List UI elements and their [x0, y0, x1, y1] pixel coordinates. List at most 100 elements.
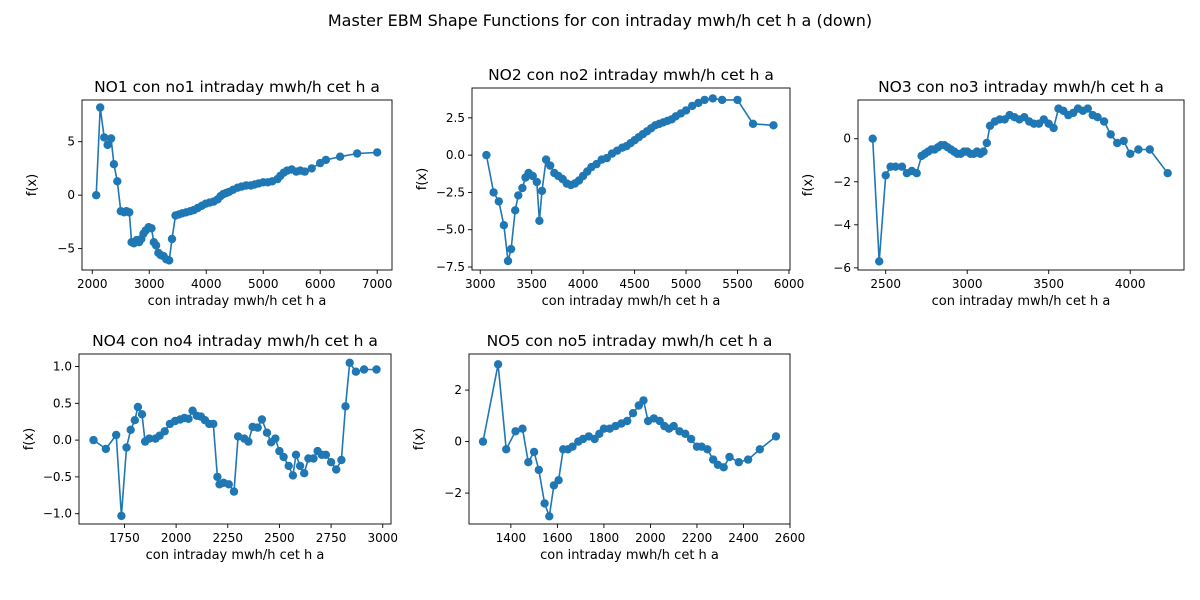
data-point	[133, 402, 143, 412]
y-tick-label: −5	[57, 242, 75, 256]
data-point	[229, 487, 239, 496]
data-point	[1083, 104, 1093, 113]
data-point	[309, 454, 318, 463]
x-tick-label: 2500	[264, 531, 295, 545]
y-tick-label: −2.5	[436, 185, 465, 199]
data-point	[755, 445, 764, 454]
data-point	[868, 134, 877, 143]
data-point	[122, 443, 131, 452]
subplot-5: NO5 con no5 intraday mwh/h cet h a 1400 16…	[412, 332, 805, 563]
y-tick-label: −2	[444, 486, 462, 500]
data-point	[1093, 113, 1102, 122]
data-point	[321, 155, 331, 165]
data-point	[743, 455, 753, 464]
axes-frame	[471, 87, 791, 271]
data-point	[1126, 149, 1135, 158]
data-point	[1134, 145, 1143, 154]
y-tick-label: 2	[454, 383, 462, 397]
y-tick-label: −0.5	[43, 470, 72, 484]
subplot-title: NO3 con no3 intraday mwh/h cet h a	[878, 78, 1164, 96]
x-tick-label: 7000	[362, 277, 393, 291]
data-point	[518, 183, 527, 193]
x-tick-label: 2500	[870, 277, 901, 291]
data-point	[534, 465, 543, 475]
x-tick-label: 2250	[212, 531, 243, 545]
data-point	[511, 427, 520, 436]
data-point	[165, 256, 174, 265]
data-point	[184, 414, 193, 423]
data-point	[1113, 138, 1122, 148]
data-point	[351, 367, 361, 376]
y-tick-label: −6	[833, 261, 851, 275]
data-point	[253, 423, 262, 432]
data-point	[719, 463, 728, 472]
y-axis-label: f(x)	[801, 174, 816, 196]
subplot-title: NO1 con no1 intraday mwh/h cet h a	[94, 78, 380, 96]
x-tick-label: 4000	[191, 277, 222, 291]
data-point	[109, 160, 119, 169]
data-point	[100, 133, 109, 142]
y-axis-label: f(x)	[415, 168, 430, 190]
x-axis-label: con intraday mwh/h cet h a	[148, 294, 327, 309]
data-point	[528, 171, 537, 181]
data-point	[503, 256, 513, 266]
data-point	[295, 461, 305, 471]
data-point	[284, 461, 293, 471]
data-point	[769, 121, 778, 130]
series-line	[871, 107, 1169, 263]
x-tick-label: 6000	[774, 277, 805, 291]
data-point	[703, 445, 712, 454]
subplot-title: NO5 con no5 intraday mwh/h cet h a	[487, 332, 773, 350]
data-point	[511, 206, 520, 215]
data-point	[686, 434, 696, 444]
data-point	[599, 424, 609, 433]
y-tick-label: 0.0	[53, 433, 72, 447]
y-tick-label: 2.5	[446, 111, 465, 125]
data-point	[103, 140, 112, 150]
data-point	[518, 424, 527, 433]
data-point	[101, 444, 111, 454]
data-point	[891, 162, 900, 171]
x-tick-label: 5000	[671, 277, 702, 291]
y-tick-label: 0	[67, 188, 75, 202]
data-point	[881, 171, 890, 180]
data-point	[1049, 123, 1058, 133]
data-point	[373, 148, 382, 157]
x-tick-label: 1750	[109, 531, 140, 545]
data-point	[540, 499, 549, 508]
data-point	[482, 150, 491, 160]
data-point	[478, 437, 488, 446]
data-point	[979, 147, 988, 156]
y-tick-label: 5	[67, 135, 75, 149]
data-point	[353, 149, 362, 158]
axes-frame	[78, 353, 392, 525]
data-point	[345, 358, 354, 367]
data-point	[341, 402, 350, 411]
data-point	[771, 432, 781, 441]
x-tick-label: 6000	[305, 277, 336, 291]
x-tick-label: 3500	[1033, 277, 1064, 291]
series-line	[485, 97, 774, 262]
data-point	[681, 106, 691, 115]
data-point	[151, 241, 161, 250]
y-tick-label: −1.0	[43, 507, 72, 521]
data-point	[167, 234, 177, 244]
subplot-3: NO3 con no3 intraday mwh/h cet h a 2500 30…	[801, 78, 1185, 309]
data-point	[275, 446, 284, 456]
subplot-4: NO4 con no4 intraday mwh/h cet h a 1750 20…	[22, 332, 398, 563]
data-point	[733, 95, 742, 105]
x-tick-label: 2600	[775, 531, 806, 545]
data-point	[1119, 136, 1128, 146]
data-point	[271, 434, 280, 443]
x-tick-label: 2000	[161, 531, 192, 545]
x-tick-label: 2200	[682, 531, 713, 545]
data-point	[337, 455, 346, 465]
data-point	[1145, 145, 1155, 154]
data-point	[708, 94, 717, 103]
y-tick-label: −4	[833, 218, 851, 232]
x-tick-label: 1400	[496, 531, 527, 545]
x-tick-label: 1600	[542, 531, 573, 545]
x-tick-label: 3000	[465, 277, 496, 291]
y-tick-label: 0	[843, 132, 851, 146]
y-axis-label: f(x)	[22, 428, 37, 450]
